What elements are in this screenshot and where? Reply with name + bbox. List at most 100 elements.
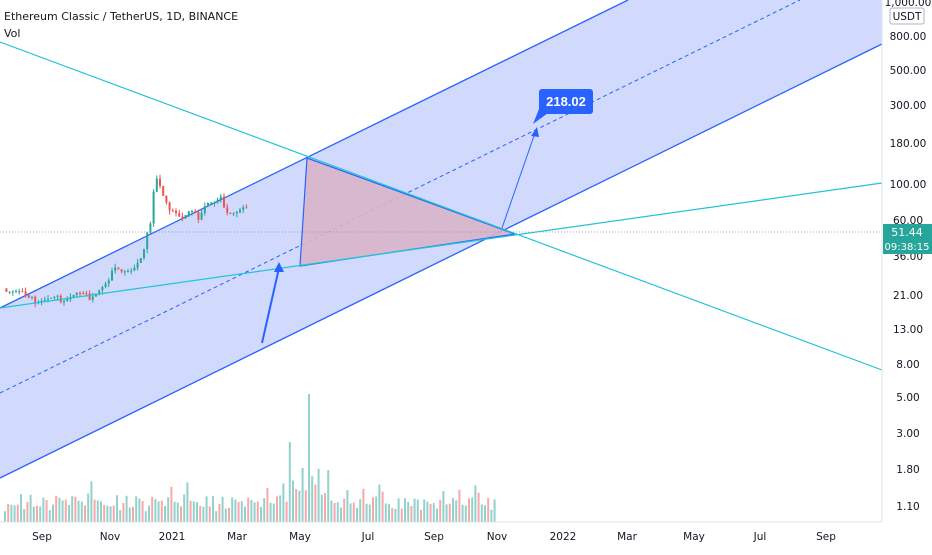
volume-bar bbox=[468, 498, 470, 522]
volume-bar bbox=[381, 491, 384, 522]
candle-body bbox=[114, 267, 117, 271]
channel-lower-line[interactable] bbox=[0, 43, 883, 479]
candle-body bbox=[191, 211, 193, 212]
volume-bar bbox=[490, 509, 493, 522]
volume-bar bbox=[455, 500, 458, 522]
candle-body bbox=[43, 299, 46, 301]
volume-bar bbox=[32, 506, 35, 522]
volume-bar bbox=[359, 499, 362, 522]
volume-bar bbox=[301, 467, 304, 522]
volume-bar bbox=[471, 497, 474, 522]
volume-bar bbox=[20, 494, 22, 522]
volume-bar bbox=[295, 489, 298, 522]
candle-body bbox=[226, 207, 229, 213]
candle-body bbox=[98, 290, 101, 294]
volume-bar bbox=[324, 493, 326, 522]
time-tick-label: Sep bbox=[32, 531, 52, 543]
candle-body bbox=[187, 211, 190, 215]
volume-bar bbox=[442, 491, 445, 522]
price-tick-label: 100.00 bbox=[890, 179, 927, 191]
channel-median-line[interactable] bbox=[0, 0, 801, 394]
volume-bar bbox=[205, 496, 208, 522]
volume-bar bbox=[189, 500, 192, 522]
price-tick-label: 800.00 bbox=[890, 31, 927, 43]
volume-bar bbox=[244, 506, 246, 522]
volume-bar bbox=[320, 494, 323, 522]
currency-badge[interactable]: USDT bbox=[889, 7, 925, 25]
volume-bar bbox=[144, 511, 147, 522]
target-badge-bg bbox=[539, 89, 593, 114]
candle-body bbox=[123, 271, 126, 273]
volume-bar bbox=[218, 504, 221, 522]
volume-bar bbox=[317, 468, 320, 522]
volume-bar bbox=[116, 495, 118, 522]
volume-bar bbox=[288, 442, 291, 522]
candle-body bbox=[95, 293, 97, 297]
volume-bar bbox=[362, 488, 365, 522]
volume-bar bbox=[26, 502, 29, 522]
time-tick-label: Jul bbox=[753, 531, 767, 543]
candle-body bbox=[171, 210, 174, 212]
volume-bar bbox=[228, 507, 230, 522]
candle-body bbox=[159, 178, 161, 186]
currency-badge-label: USDT bbox=[893, 11, 922, 23]
channel-upper-line[interactable] bbox=[0, 0, 629, 309]
time-axis-bg bbox=[0, 522, 932, 550]
volume-bar bbox=[404, 498, 406, 522]
volume-bar bbox=[410, 506, 413, 522]
current-price-value: 51.44 bbox=[891, 226, 923, 239]
breakout-arrow[interactable] bbox=[261, 267, 280, 344]
volume-bar bbox=[272, 503, 275, 522]
candle-body bbox=[72, 294, 75, 298]
candle-body bbox=[91, 296, 94, 300]
volume-bar bbox=[16, 504, 19, 522]
volume-bar bbox=[119, 510, 122, 522]
candle-body bbox=[184, 215, 187, 219]
price-tick-label: 3.00 bbox=[896, 428, 919, 440]
volume-bar bbox=[55, 495, 58, 522]
volume-bar bbox=[74, 496, 77, 522]
volume-bar bbox=[109, 506, 112, 522]
candle-body bbox=[24, 291, 27, 295]
volume-bar bbox=[426, 501, 429, 522]
volume-bar bbox=[45, 500, 48, 522]
target-badge[interactable]: 218.02 bbox=[533, 89, 593, 124]
volume-bar bbox=[260, 507, 262, 522]
descending-trendline[interactable] bbox=[0, 41, 883, 371]
volume-bar bbox=[48, 510, 51, 522]
ascending-trendline[interactable] bbox=[0, 182, 883, 309]
candle-body bbox=[66, 299, 69, 301]
volume-bar bbox=[4, 511, 6, 522]
candle-body bbox=[245, 207, 248, 209]
candle-body bbox=[120, 269, 123, 272]
candle-body bbox=[194, 211, 197, 213]
target-arrow[interactable] bbox=[501, 132, 536, 229]
time-tick-label: May bbox=[289, 531, 311, 543]
candle-body bbox=[223, 196, 225, 208]
volume-bar bbox=[464, 505, 467, 522]
volume-bar bbox=[445, 504, 448, 522]
volume-bar bbox=[397, 498, 400, 522]
candle-body bbox=[88, 293, 91, 300]
volume-bar bbox=[439, 499, 442, 522]
price-tick-label: 5.00 bbox=[896, 392, 919, 404]
volume-bar bbox=[7, 504, 10, 522]
volume-bar bbox=[93, 499, 96, 522]
volume-bar bbox=[10, 504, 13, 522]
volume-indicator-label: Vol bbox=[4, 27, 21, 40]
candle-body bbox=[40, 300, 43, 302]
volume-bar bbox=[199, 506, 202, 522]
candle-body bbox=[18, 291, 21, 293]
candle-body bbox=[162, 185, 165, 196]
volume-bar bbox=[292, 480, 294, 522]
volume-bar bbox=[420, 509, 422, 522]
volume-bar bbox=[157, 501, 160, 522]
volume-bar bbox=[343, 498, 346, 522]
volume-bar bbox=[407, 502, 410, 522]
volume-bar bbox=[208, 506, 211, 522]
candle-body bbox=[139, 258, 142, 263]
volume-bar bbox=[183, 494, 186, 522]
time-tick-label: Mar bbox=[227, 531, 247, 543]
